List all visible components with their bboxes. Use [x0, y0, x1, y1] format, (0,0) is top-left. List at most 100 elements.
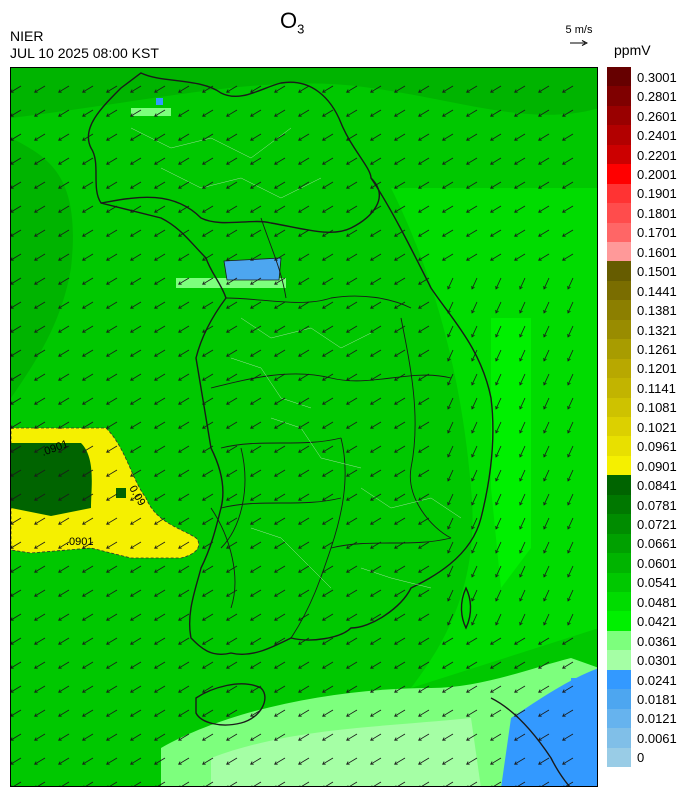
wind-arrow: [58, 349, 70, 357]
wind-arrow-head: [394, 713, 398, 717]
wind-arrow-head: [346, 161, 350, 165]
wind-arrow-head: [82, 353, 86, 357]
wind-arrow: [370, 349, 382, 357]
wind-arrow-head: [58, 665, 62, 669]
wind-arrow-head: [543, 381, 547, 386]
wind-arrow: [34, 85, 46, 93]
wind-arrow: [394, 157, 406, 165]
wind-arrow-head: [418, 137, 422, 141]
wind-arrow: [130, 301, 142, 309]
wind-arrow: [106, 613, 118, 621]
wind-arrow-head: [274, 593, 278, 597]
wind-arrow: [298, 565, 310, 573]
wind-arrow-head: [490, 737, 494, 741]
wind-arrow: [82, 277, 94, 285]
wind-arrow: [322, 541, 334, 549]
wind-vector-field: [11, 85, 574, 786]
wind-arrow: [130, 541, 142, 549]
wind-arrow: [466, 661, 478, 669]
colorbar-swatch: [607, 183, 631, 204]
wind-arrow: [322, 493, 334, 501]
wind-arrow: [325, 781, 334, 786]
wind-arrow: [418, 301, 430, 309]
wind-arrow-head: [154, 569, 158, 573]
colorbar-level-label: 0.3001: [637, 69, 677, 85]
wind-arrow: [11, 493, 22, 501]
wind-arrow-head: [447, 333, 451, 338]
wind-arrow: [543, 589, 550, 602]
wind-arrow: [346, 709, 358, 717]
wind-arrow-head: [418, 641, 422, 645]
wind-arrow: [130, 397, 142, 405]
wind-arrow: [226, 373, 238, 381]
wind-arrow-head: [370, 665, 374, 669]
wind-arrow-head: [519, 429, 523, 434]
wind-arrow: [58, 373, 70, 381]
wind-arrow-head: [447, 549, 451, 554]
wind-arrow: [202, 205, 214, 213]
wind-arrow: [370, 709, 382, 717]
wind-arrow: [58, 541, 70, 549]
wind-arrow: [562, 685, 574, 693]
wind-arrow: [154, 565, 166, 573]
wind-arrow: [567, 277, 574, 290]
dmz-boundary: [100, 177, 380, 233]
wind-arrow-head: [82, 473, 86, 477]
wind-arrow-head: [471, 525, 475, 530]
wind-arrow-head: [202, 161, 206, 165]
wind-arrow: [130, 685, 142, 693]
wind-arrow: [11, 325, 22, 333]
wind-arrow-head: [202, 473, 206, 477]
wind-arrow-head: [418, 113, 422, 117]
wind-arrow: [471, 589, 478, 602]
wind-arrow-head: [471, 453, 475, 458]
wind-arrow-head: [11, 233, 14, 237]
wind-arrow: [322, 661, 334, 669]
wind-arrow: [34, 229, 46, 237]
wind-arrow-head: [514, 761, 518, 765]
wind-arrow: [82, 373, 94, 381]
wind-arrow: [11, 181, 22, 189]
wind-arrow-head: [394, 209, 398, 213]
wind-arrow-head: [154, 497, 158, 501]
wind-arrow-head: [58, 449, 62, 453]
wind-arrow-head: [58, 545, 62, 549]
wind-arrow: [543, 493, 550, 506]
wind-arrow-head: [442, 209, 446, 213]
wind-arrow: [442, 181, 454, 189]
wind-arrow: [514, 109, 526, 117]
colorbar-level-label: 0.0301: [637, 653, 677, 669]
wind-arrow: [466, 205, 478, 213]
wind-arrow: [106, 349, 118, 357]
title-main: O: [280, 8, 298, 33]
wind-arrow-head: [130, 449, 134, 453]
wind-arrow: [394, 493, 406, 501]
wind-arrow: [274, 229, 286, 237]
wind-arrow: [298, 205, 310, 213]
wind-arrow-head: [298, 401, 302, 405]
wind-arrow: [154, 157, 166, 165]
wind-arrow-head: [130, 233, 134, 237]
japan-coast: [490, 697, 571, 786]
wind-arrow-head: [490, 89, 494, 93]
wind-arrow: [202, 565, 214, 573]
wind-arrow-head: [82, 665, 86, 669]
wind-arrow-head: [490, 113, 494, 117]
wind-arrow-head: [447, 573, 451, 578]
wind-arrow: [58, 301, 70, 309]
wind-arrow: [298, 397, 310, 405]
wind-arrow: [514, 85, 526, 93]
wind-arrow: [394, 733, 406, 741]
wind-arrow: [471, 517, 478, 530]
wind-arrow-head: [11, 497, 14, 501]
wind-arrow-head: [471, 573, 475, 578]
wind-arrow-head: [178, 305, 182, 309]
wind-arrow: [130, 349, 142, 357]
colorbar-swatch: [607, 319, 631, 340]
wind-arrow: [370, 589, 382, 597]
colorbar-swatch: [607, 280, 631, 301]
wind-arrow-head: [130, 761, 134, 765]
colorbar-swatch: [607, 397, 631, 418]
wind-arrow-head: [82, 689, 86, 693]
colorbar-swatch: [607, 242, 631, 262]
